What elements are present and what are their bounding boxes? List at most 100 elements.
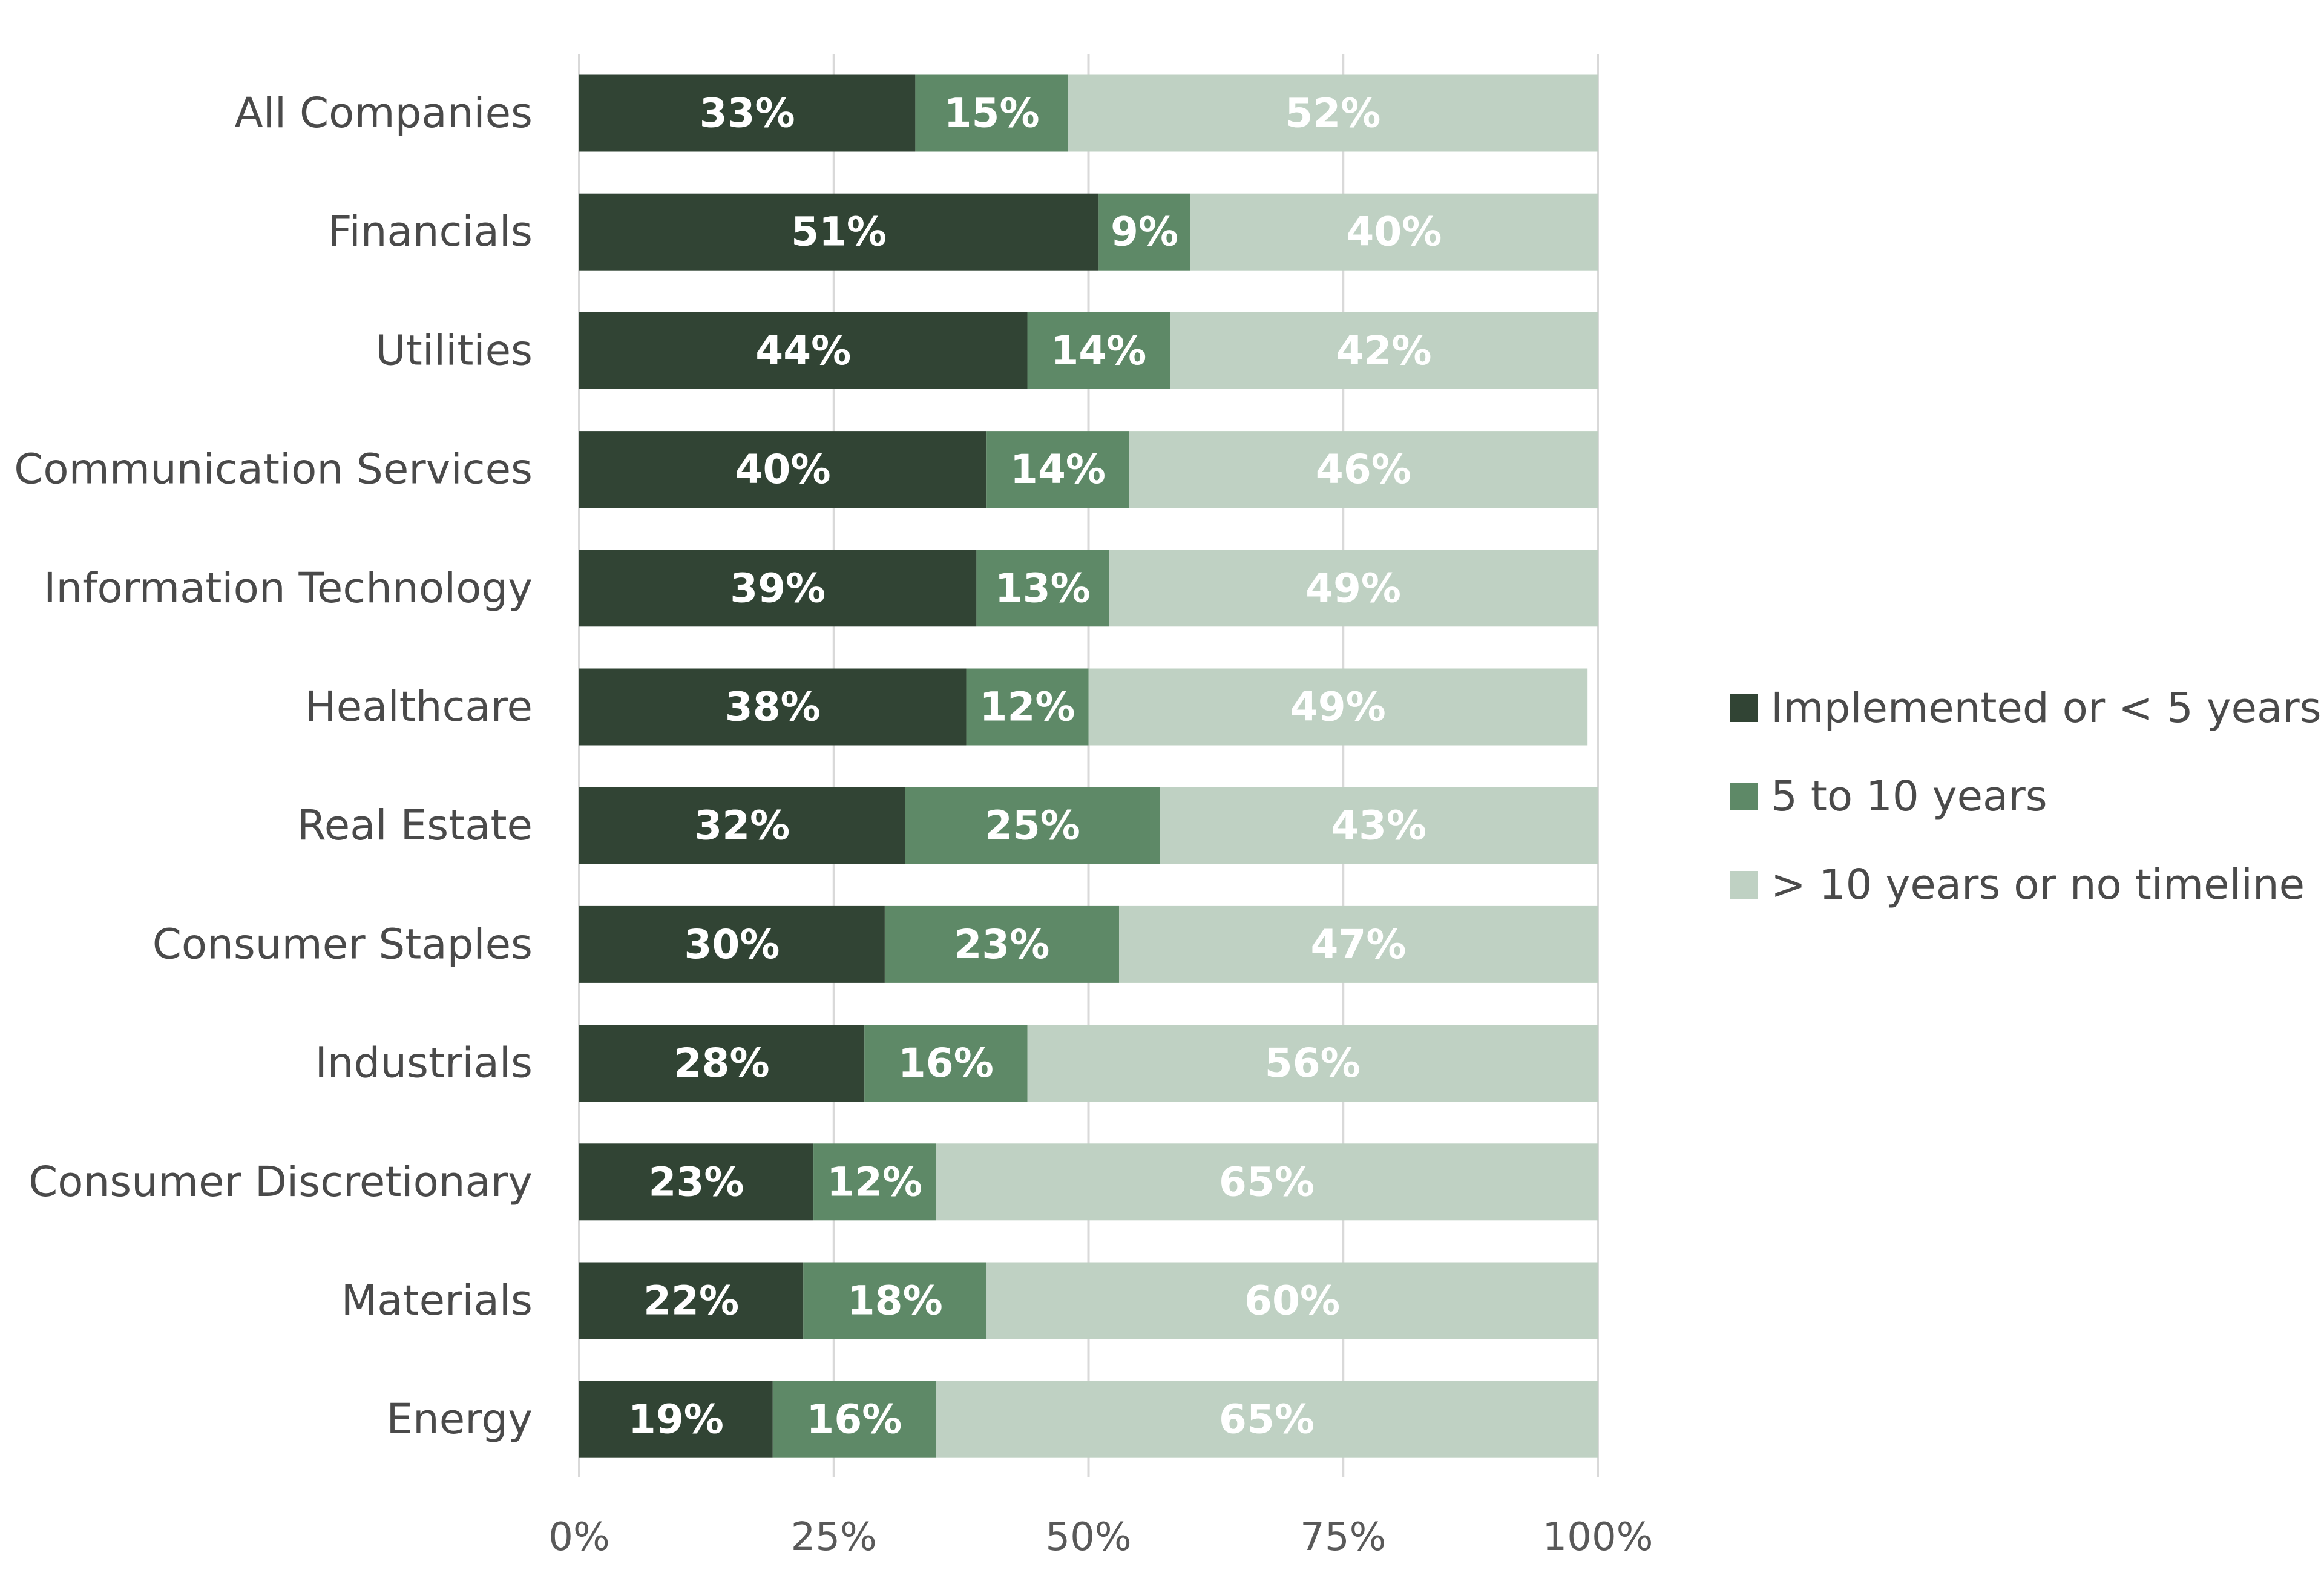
bar-segment-all-companies-5-to-10-years bbox=[915, 74, 1068, 152]
bar-row-utilities: 44% 14% 42% bbox=[579, 312, 1598, 389]
category-label: Information Technology bbox=[44, 564, 533, 613]
bar-data-label: 16% bbox=[806, 1396, 902, 1443]
bar-row-financials: 51% 9% 40% bbox=[579, 193, 1598, 271]
bar-data-label: 15% bbox=[944, 90, 1040, 137]
category-label: Financials bbox=[328, 208, 533, 256]
bar-data-label: 47% bbox=[1311, 921, 1407, 968]
bar-data-label: 52% bbox=[1285, 90, 1380, 137]
bar-segment-communication-services-5-to-10-years bbox=[986, 431, 1129, 508]
bar-segment-communication-services-10-years-or-no-timeline bbox=[1129, 431, 1598, 508]
bar-segment-all-companies-10-years-or-no-timeline bbox=[1068, 74, 1598, 152]
category-label: Consumer Discretionary bbox=[28, 1158, 533, 1206]
bar-segment-consumer-staples-5-to-10-years bbox=[884, 905, 1119, 983]
bar-segment-materials-implemented-or-5-years bbox=[579, 1262, 804, 1339]
bar-segment-consumer-staples-implemented-or-5-years bbox=[579, 905, 885, 983]
bar-data-label: 46% bbox=[1316, 446, 1411, 493]
x-axis-tick-labels: 0% 25% 50% 75% 100% bbox=[548, 1515, 1653, 1560]
bar-data-label: 65% bbox=[1219, 1158, 1315, 1205]
bar-row-consumer-discretionary: 23% 12% 65% bbox=[579, 1143, 1598, 1221]
legend-swatch bbox=[1730, 783, 1758, 810]
bar-segment-healthcare-5-to-10-years bbox=[966, 668, 1089, 746]
x-tick-label: 100% bbox=[1543, 1515, 1653, 1560]
bar-data-label: 18% bbox=[847, 1278, 943, 1324]
bar-data-label: 51% bbox=[791, 209, 887, 255]
bar-segment-energy-10-years-or-no-timeline bbox=[936, 1381, 1598, 1458]
bar-data-label: 56% bbox=[1265, 1040, 1361, 1086]
bar-segment-information-technology-implemented-or-5-years bbox=[579, 550, 977, 627]
legend-item-5-to-10-years: 5 to 10 years bbox=[1730, 772, 2047, 821]
bars: 33% 15% 52% 51% 9% 40% 44% 14% 42% 40% 14% 46% 39% 13… bbox=[579, 74, 1598, 1458]
bar-segment-materials-10-years-or-no-timeline bbox=[986, 1262, 1598, 1339]
category-label: Consumer Staples bbox=[153, 920, 533, 968]
bar-segment-utilities-10-years-or-no-timeline bbox=[1170, 312, 1598, 389]
bar-data-label: 33% bbox=[700, 90, 795, 137]
bar-row-information-technology: 39% 13% 49% bbox=[579, 550, 1598, 627]
gridlines bbox=[578, 54, 1599, 1477]
bar-data-label: 14% bbox=[1051, 327, 1146, 374]
category-label: Materials bbox=[341, 1276, 533, 1325]
x-tick-label: 25% bbox=[791, 1515, 877, 1560]
legend-item-implemented-or-5-years: Implemented or < 5 years bbox=[1730, 684, 2322, 732]
bar-data-label: 42% bbox=[1336, 327, 1432, 374]
legend: Implemented or < 5 years 5 to 10 years > 1… bbox=[1730, 684, 2322, 909]
x-tick-label: 75% bbox=[1300, 1515, 1386, 1560]
bar-row-healthcare: 38% 12% 49% bbox=[579, 668, 1588, 746]
bar-data-label: 13% bbox=[995, 565, 1091, 611]
bar-segment-real-estate-10-years-or-no-timeline bbox=[1160, 787, 1598, 864]
bar-segment-real-estate-implemented-or-5-years bbox=[579, 787, 905, 864]
bar-data-label: 12% bbox=[980, 684, 1075, 731]
bar-row-real-estate: 32% 25% 43% bbox=[579, 787, 1598, 864]
bar-segment-consumer-staples-10-years-or-no-timeline bbox=[1118, 905, 1598, 983]
bar-data-label: 49% bbox=[1305, 565, 1401, 611]
category-label: Healthcare bbox=[305, 683, 533, 731]
bar-data-label: 60% bbox=[1244, 1278, 1340, 1324]
bar-data-label: 65% bbox=[1219, 1396, 1315, 1443]
legend-item-10-years-or-no-timeline: > 10 years or no timeline bbox=[1730, 861, 2305, 909]
bar-data-label: 40% bbox=[1346, 209, 1442, 255]
x-tick-label: 50% bbox=[1045, 1515, 1131, 1560]
bar-row-energy: 19% 16% 65% bbox=[579, 1381, 1598, 1458]
bar-data-label: 16% bbox=[898, 1040, 994, 1086]
x-tick-label: 0% bbox=[548, 1515, 610, 1560]
bar-data-label: 43% bbox=[1331, 803, 1426, 849]
bar-data-label: 40% bbox=[735, 446, 831, 493]
bar-segment-consumer-discretionary-5-to-10-years bbox=[813, 1143, 936, 1221]
bar-segment-utilities-implemented-or-5-years bbox=[579, 312, 1028, 389]
bar-data-label: 12% bbox=[827, 1158, 922, 1205]
bar-segment-healthcare-implemented-or-5-years bbox=[579, 668, 967, 746]
legend-swatch bbox=[1730, 871, 1758, 899]
bar-data-label: 38% bbox=[725, 684, 821, 731]
legend-swatch bbox=[1730, 694, 1758, 722]
bar-segment-industrials-implemented-or-5-years bbox=[579, 1025, 865, 1102]
bar-data-label: 25% bbox=[985, 803, 1080, 849]
bar-segment-energy-5-to-10-years bbox=[772, 1381, 936, 1458]
legend-label: Implemented or < 5 years bbox=[1771, 684, 2322, 732]
bar-data-label: 19% bbox=[628, 1396, 724, 1443]
bar-segment-financials-10-years-or-no-timeline bbox=[1190, 193, 1598, 271]
bar-data-label: 23% bbox=[649, 1158, 744, 1205]
bar-row-industrials: 28% 16% 56% bbox=[579, 1025, 1598, 1102]
bar-segment-information-technology-10-years-or-no-timeline bbox=[1109, 550, 1598, 627]
bar-row-all-companies: 33% 15% 52% bbox=[579, 74, 1598, 152]
bar-segment-real-estate-5-to-10-years bbox=[905, 787, 1160, 864]
bar-row-communication-services: 40% 14% 46% bbox=[579, 431, 1598, 508]
bar-data-label: 32% bbox=[694, 803, 790, 849]
category-label: Energy bbox=[386, 1395, 533, 1444]
category-label: All Companies bbox=[235, 89, 533, 137]
bar-segment-industrials-5-to-10-years bbox=[864, 1025, 1028, 1102]
legend-label: 5 to 10 years bbox=[1771, 772, 2047, 821]
bar-data-label: 49% bbox=[1290, 684, 1386, 731]
bar-row-materials: 22% 18% 60% bbox=[579, 1262, 1598, 1339]
bar-segment-financials-implemented-or-5-years bbox=[579, 193, 1099, 271]
bar-row-consumer-staples: 30% 23% 47% bbox=[579, 905, 1598, 983]
bar-segment-energy-implemented-or-5-years bbox=[579, 1381, 773, 1458]
bar-data-label: 44% bbox=[755, 327, 851, 374]
bar-segment-communication-services-implemented-or-5-years bbox=[579, 431, 987, 508]
bar-data-label: 28% bbox=[674, 1040, 770, 1086]
bar-data-label: 23% bbox=[954, 921, 1049, 968]
bar-segment-consumer-discretionary-implemented-or-5-years bbox=[579, 1143, 814, 1221]
bar-segment-industrials-10-years-or-no-timeline bbox=[1027, 1025, 1598, 1102]
bar-data-label: 9% bbox=[1111, 209, 1178, 255]
category-labels: All Companies Financials Utilities Communic… bbox=[14, 89, 533, 1444]
